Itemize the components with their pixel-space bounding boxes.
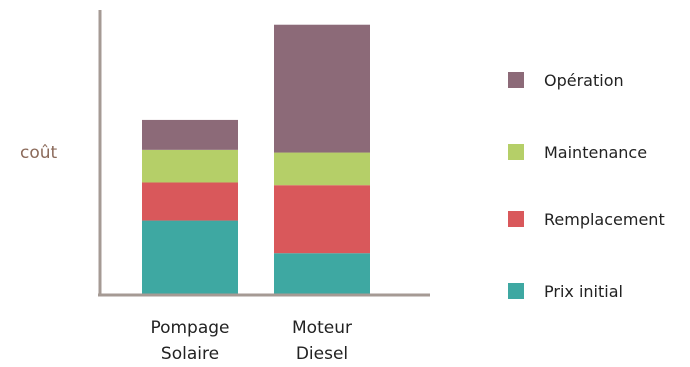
bar-segment-pompage-solaire-operation (142, 119, 238, 150)
legend-swatch-prix-initial (508, 283, 524, 299)
y-axis-label: coût (20, 143, 58, 163)
bar-segment-moteur-diesel-operation (274, 24, 370, 153)
legend-swatch-maintenance (508, 144, 524, 160)
bar-segment-moteur-diesel-maintenance (274, 152, 370, 186)
x-tick-label-line: Solaire (160, 344, 220, 364)
legend-item-maintenance: Maintenance (508, 140, 647, 164)
legend-label-remplacement: Remplacement (544, 209, 665, 229)
legend-item-remplacement: Remplacement (508, 207, 665, 231)
bar-segment-moteur-diesel-prix-initial (274, 253, 370, 294)
legend-label-prix-initial: Prix initial (544, 281, 623, 301)
legend-swatch-operation (508, 72, 524, 88)
legend: Opération Maintenance Remplacement Prix … (508, 0, 690, 366)
bars-group (142, 24, 370, 294)
bar-segment-moteur-diesel-remplacement (274, 185, 370, 254)
legend-swatch-remplacement (508, 211, 524, 227)
x-tick-label-pompage-solaire: Pompage Solaire (130, 315, 250, 367)
legend-item-prix-initial: Prix initial (508, 279, 623, 303)
legend-item-operation: Opération (508, 68, 624, 92)
x-tick-label-line: Pompage (150, 318, 230, 338)
bar-segment-pompage-solaire-maintenance (142, 149, 238, 183)
bar-segment-pompage-solaire-prix-initial (142, 220, 238, 294)
legend-label-operation: Opération (544, 70, 624, 90)
x-tick-label-moteur-diesel: Moteur Diesel (262, 315, 382, 367)
bar-segment-pompage-solaire-remplacement (142, 182, 238, 221)
x-tick-label-line: Moteur (292, 318, 352, 338)
x-tick-label-line: Diesel (295, 344, 349, 364)
legend-label-maintenance: Maintenance (544, 142, 648, 162)
